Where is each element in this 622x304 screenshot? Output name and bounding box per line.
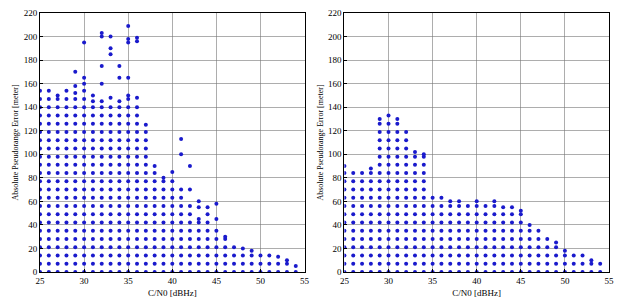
svg-text:C/N0 [dBHz]: C/N0 [dBHz] [148, 288, 197, 298]
svg-text:45: 45 [516, 276, 526, 286]
svg-text:160: 160 [328, 79, 342, 89]
svg-text:20: 20 [333, 244, 343, 254]
svg-text:30: 30 [80, 276, 90, 286]
svg-text:120: 120 [24, 126, 38, 136]
svg-text:80: 80 [333, 173, 343, 183]
svg-text:Absolute Pseudorange Error [me: Absolute Pseudorange Error [meter] [316, 84, 325, 201]
svg-text:30: 30 [384, 276, 394, 286]
svg-text:40: 40 [472, 276, 482, 286]
svg-text:180: 180 [24, 55, 38, 65]
svg-text:55: 55 [605, 276, 615, 286]
svg-text:50: 50 [560, 276, 570, 286]
svg-text:140: 140 [24, 102, 38, 112]
svg-text:100: 100 [24, 149, 38, 159]
svg-text:50: 50 [256, 276, 266, 286]
svg-text:80: 80 [28, 173, 38, 183]
svg-text:220: 220 [24, 8, 38, 18]
svg-text:25: 25 [36, 276, 46, 286]
svg-text:100: 100 [328, 149, 342, 159]
svg-text:55: 55 [300, 276, 310, 286]
svg-text:35: 35 [124, 276, 134, 286]
svg-text:160: 160 [24, 79, 38, 89]
svg-text:40: 40 [168, 276, 178, 286]
svg-text:Absolute Pseudorange Error [me: Absolute Pseudorange Error [meter] [11, 84, 20, 201]
svg-text:45: 45 [212, 276, 222, 286]
svg-text:0: 0 [337, 267, 342, 277]
svg-text:140: 140 [328, 102, 342, 112]
svg-text:0: 0 [33, 267, 38, 277]
svg-text:40: 40 [28, 220, 38, 230]
svg-text:40: 40 [333, 220, 343, 230]
svg-text:25: 25 [340, 276, 350, 286]
svg-text:200: 200 [328, 32, 342, 42]
svg-text:200: 200 [24, 32, 38, 42]
svg-text:180: 180 [328, 55, 342, 65]
svg-text:C/N0 [dBHz]: C/N0 [dBHz] [452, 288, 501, 298]
svg-text:120: 120 [328, 126, 342, 136]
svg-text:60: 60 [28, 197, 38, 207]
svg-text:220: 220 [328, 8, 342, 18]
svg-text:20: 20 [28, 244, 38, 254]
svg-text:35: 35 [428, 276, 438, 286]
svg-text:60: 60 [333, 197, 343, 207]
